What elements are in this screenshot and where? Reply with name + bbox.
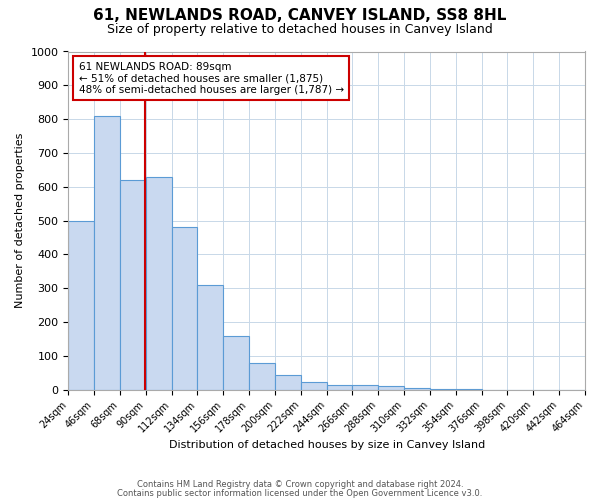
Bar [430, 388, 456, 390]
Bar [352, 384, 379, 390]
Bar [120, 180, 146, 390]
Bar [197, 285, 223, 390]
Text: Contains public sector information licensed under the Open Government Licence v3: Contains public sector information licen… [118, 488, 482, 498]
Bar [326, 384, 352, 390]
Y-axis label: Number of detached properties: Number of detached properties [15, 133, 25, 308]
Bar [172, 228, 197, 390]
Bar [146, 176, 172, 390]
Text: Size of property relative to detached houses in Canvey Island: Size of property relative to detached ho… [107, 22, 493, 36]
X-axis label: Distribution of detached houses by size in Canvey Island: Distribution of detached houses by size … [169, 440, 485, 450]
Bar [456, 389, 482, 390]
Text: Contains HM Land Registry data © Crown copyright and database right 2024.: Contains HM Land Registry data © Crown c… [137, 480, 463, 489]
Bar [275, 374, 301, 390]
Bar [223, 336, 249, 390]
Text: 61 NEWLANDS ROAD: 89sqm
← 51% of detached houses are smaller (1,875)
48% of semi: 61 NEWLANDS ROAD: 89sqm ← 51% of detache… [79, 62, 344, 95]
Bar [404, 388, 430, 390]
Bar [301, 382, 326, 390]
Bar [249, 362, 275, 390]
Text: 61, NEWLANDS ROAD, CANVEY ISLAND, SS8 8HL: 61, NEWLANDS ROAD, CANVEY ISLAND, SS8 8H… [94, 8, 506, 22]
Bar [68, 220, 94, 390]
Bar [94, 116, 120, 390]
Bar [379, 386, 404, 390]
